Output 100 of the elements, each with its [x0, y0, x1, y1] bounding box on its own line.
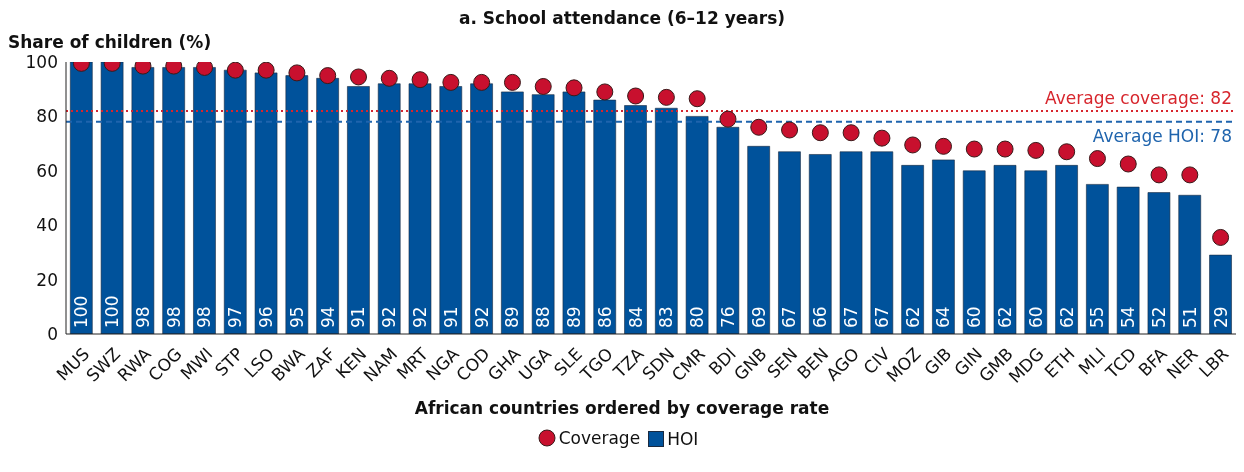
data-label: 98 — [163, 306, 184, 328]
data-label: 91 — [440, 306, 461, 328]
data-label: 98 — [194, 306, 215, 328]
point — [873, 129, 891, 147]
bar — [901, 165, 924, 334]
data-label: 94 — [317, 306, 338, 328]
data-label: 88 — [533, 306, 554, 328]
point — [565, 79, 583, 97]
point — [627, 87, 645, 105]
data-label: 95 — [286, 306, 307, 328]
point — [688, 90, 706, 108]
bar — [501, 91, 524, 334]
bar — [962, 170, 986, 334]
point — [1119, 155, 1137, 173]
chart-title: a. School attendance (6–12 years) — [458, 8, 786, 28]
data-label: 98 — [132, 306, 153, 328]
bar — [778, 151, 801, 334]
bar — [562, 91, 586, 334]
x-tick-label: GIB — [920, 343, 956, 379]
bar — [747, 146, 770, 334]
data-label: 52 — [1148, 306, 1169, 328]
data-label: 76 — [717, 306, 738, 328]
bar — [655, 107, 678, 334]
data-label: 80 — [687, 306, 708, 328]
ref-line-label: Average HOI: 78 — [1092, 125, 1232, 146]
point — [473, 73, 491, 91]
point — [596, 83, 614, 101]
data-label: 91 — [348, 306, 369, 328]
bar — [870, 151, 894, 334]
bar — [1024, 170, 1048, 334]
x-axis-title: African countries ordered by coverage rate — [413, 398, 831, 418]
point — [781, 121, 799, 139]
data-label: 62 — [994, 306, 1015, 328]
legend-label: HOI — [667, 429, 699, 449]
data-label: 69 — [748, 306, 769, 328]
point — [196, 62, 214, 76]
point — [319, 67, 337, 85]
bar — [70, 62, 93, 334]
point — [1088, 150, 1106, 168]
data-label: 55 — [1087, 306, 1108, 328]
y-tick-label: 20 — [36, 269, 58, 290]
bar — [1086, 184, 1109, 334]
bar — [1055, 165, 1078, 334]
bar — [377, 83, 401, 334]
bar — [439, 86, 463, 334]
ref-line-label: Average coverage: 82 — [1045, 87, 1232, 108]
data-label: 67 — [779, 306, 800, 328]
point — [257, 62, 275, 79]
bar — [408, 83, 432, 334]
point — [534, 77, 552, 95]
y-tick-label: 60 — [36, 160, 58, 181]
data-label: 67 — [841, 306, 862, 328]
bar — [685, 116, 709, 334]
legend-label: Coverage — [558, 428, 641, 448]
bar — [347, 86, 370, 334]
data-label: 92 — [471, 306, 492, 328]
data-label: 92 — [379, 306, 400, 328]
data-label: 89 — [563, 306, 584, 328]
data-label: 97 — [225, 306, 246, 328]
point — [1212, 228, 1230, 246]
point — [1150, 166, 1168, 184]
point — [842, 124, 860, 142]
data-label: 62 — [1056, 306, 1077, 328]
point — [288, 64, 306, 82]
point — [1058, 143, 1076, 161]
point — [657, 88, 675, 106]
point — [811, 124, 829, 142]
y-tick-label: 40 — [36, 215, 58, 236]
data-label: 100 — [71, 295, 92, 328]
y-tick-label: 100 — [25, 52, 58, 73]
bar — [624, 105, 647, 334]
bar — [716, 126, 740, 334]
y-tick-label: 0 — [47, 324, 58, 345]
point — [226, 62, 244, 79]
bar — [100, 62, 124, 334]
point — [750, 118, 768, 136]
bar — [808, 154, 832, 334]
data-label: 84 — [625, 306, 646, 328]
bar — [932, 159, 955, 334]
bar — [316, 78, 339, 334]
point — [1181, 166, 1199, 184]
bar — [1178, 194, 1202, 334]
data-label: 51 — [1179, 306, 1200, 328]
point — [719, 110, 737, 128]
bar — [1209, 254, 1232, 334]
point — [996, 140, 1014, 158]
point — [904, 136, 922, 154]
point — [1027, 141, 1045, 159]
data-label: 62 — [902, 306, 923, 328]
bar — [254, 72, 278, 334]
point — [350, 68, 367, 86]
data-label: 54 — [1118, 306, 1139, 328]
bar — [223, 69, 247, 334]
bar — [531, 94, 555, 334]
data-label: 64 — [933, 306, 954, 328]
bar — [993, 165, 1017, 334]
bar — [162, 67, 185, 334]
point — [503, 73, 521, 91]
y-tick-label: 80 — [36, 106, 58, 127]
point — [442, 73, 460, 91]
